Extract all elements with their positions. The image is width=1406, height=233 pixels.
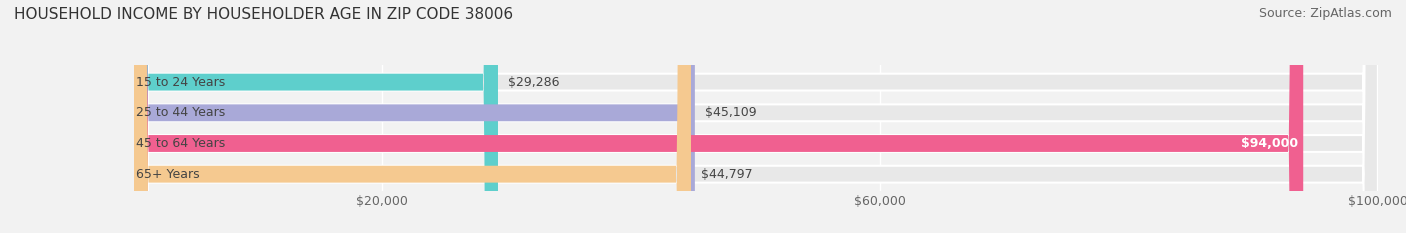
Text: Source: ZipAtlas.com: Source: ZipAtlas.com	[1258, 7, 1392, 20]
Text: 65+ Years: 65+ Years	[136, 168, 200, 181]
Text: $45,109: $45,109	[704, 106, 756, 119]
Text: $94,000: $94,000	[1241, 137, 1298, 150]
FancyBboxPatch shape	[134, 0, 1378, 233]
Text: $29,286: $29,286	[508, 76, 560, 89]
Text: 25 to 44 Years: 25 to 44 Years	[136, 106, 225, 119]
Text: $44,797: $44,797	[702, 168, 752, 181]
FancyBboxPatch shape	[134, 0, 498, 233]
FancyBboxPatch shape	[134, 0, 1303, 233]
FancyBboxPatch shape	[134, 0, 1378, 233]
Text: HOUSEHOLD INCOME BY HOUSEHOLDER AGE IN ZIP CODE 38006: HOUSEHOLD INCOME BY HOUSEHOLDER AGE IN Z…	[14, 7, 513, 22]
Text: 45 to 64 Years: 45 to 64 Years	[136, 137, 225, 150]
FancyBboxPatch shape	[134, 0, 1378, 233]
FancyBboxPatch shape	[134, 0, 690, 233]
FancyBboxPatch shape	[134, 0, 1378, 233]
Text: 15 to 24 Years: 15 to 24 Years	[136, 76, 225, 89]
FancyBboxPatch shape	[134, 0, 695, 233]
